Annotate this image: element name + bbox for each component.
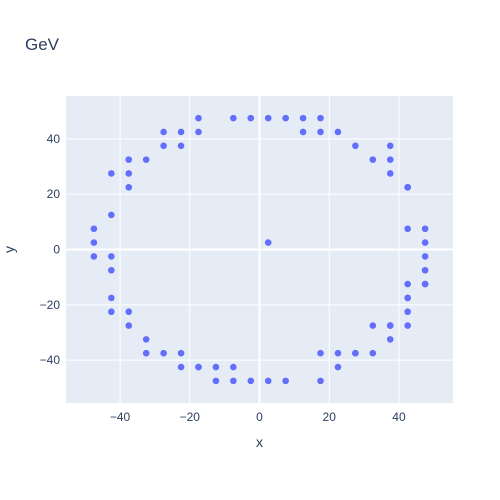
data-point [282, 114, 289, 122]
data-point [317, 377, 324, 385]
data-point [421, 225, 429, 233]
data-point [404, 294, 411, 302]
grid-lines [66, 96, 453, 403]
data-point [90, 253, 98, 260]
data-point [369, 156, 377, 163]
data-point [212, 363, 220, 371]
data-point [334, 349, 342, 357]
data-point [125, 322, 133, 329]
x-tick-labels: −40 −20 0 20 40 [110, 410, 406, 424]
data-point [160, 142, 167, 150]
data-point [247, 377, 255, 385]
y-tick-labels: −40 −20 0 20 40 [40, 132, 61, 367]
data-point [160, 349, 167, 357]
data-point [404, 225, 411, 233]
data-point [142, 349, 150, 357]
data-point [195, 128, 202, 136]
data-point [195, 363, 202, 371]
data-point [177, 128, 185, 136]
data-point [230, 363, 237, 371]
data-point [421, 266, 429, 274]
data-point [177, 349, 185, 357]
data-point [108, 253, 115, 260]
data-point [247, 114, 255, 122]
x-tick-label: 20 [323, 410, 337, 424]
data-point [404, 183, 411, 191]
data-point [369, 322, 377, 329]
y-tick-label: −40 [40, 353, 61, 367]
data-point [108, 266, 115, 274]
data-point [369, 349, 377, 357]
data-point [404, 308, 411, 316]
data-point [386, 322, 394, 329]
data-point [421, 253, 429, 260]
data-point [230, 377, 237, 385]
data-point [404, 322, 411, 329]
data-point [125, 183, 133, 191]
data-point [177, 363, 185, 371]
data-point [108, 211, 115, 219]
data-point [386, 156, 394, 163]
data-point [386, 336, 394, 343]
data-point [108, 170, 115, 177]
data-point [299, 114, 307, 122]
data-points [90, 114, 429, 385]
data-point [212, 377, 220, 385]
y-tick-label: −20 [40, 298, 61, 312]
data-point [386, 170, 394, 177]
data-point [264, 239, 272, 246]
data-point [142, 156, 150, 163]
x-axis-title: x [256, 434, 263, 450]
chart-title: GeV [25, 35, 60, 54]
data-point [125, 170, 133, 177]
data-point [125, 156, 133, 163]
x-tick-label: −40 [110, 410, 131, 424]
data-point [142, 336, 150, 343]
data-point [317, 128, 324, 136]
data-point [125, 308, 133, 316]
data-point [282, 377, 289, 385]
data-point [386, 142, 394, 150]
data-point [264, 377, 272, 385]
data-point [90, 225, 98, 233]
data-point [108, 308, 115, 316]
data-point [177, 142, 185, 150]
data-point [108, 294, 115, 302]
data-point [334, 363, 342, 371]
data-point [299, 128, 307, 136]
data-point [317, 349, 324, 357]
x-tick-label: 0 [256, 410, 263, 424]
data-point [334, 128, 342, 136]
data-point [230, 114, 237, 122]
y-axis-title: y [1, 246, 17, 253]
y-tick-label: 20 [47, 187, 61, 201]
data-point [90, 239, 98, 246]
data-point [421, 239, 429, 246]
data-point [421, 280, 429, 288]
data-point [404, 280, 411, 288]
y-tick-label: 40 [47, 132, 61, 146]
data-point [195, 114, 202, 122]
x-tick-label: 40 [392, 410, 406, 424]
data-point [352, 142, 359, 150]
data-point [264, 114, 272, 122]
data-point [160, 128, 167, 136]
data-point [317, 114, 324, 122]
x-tick-label: −20 [180, 410, 201, 424]
data-point [352, 349, 359, 357]
y-tick-label: 0 [53, 243, 60, 257]
